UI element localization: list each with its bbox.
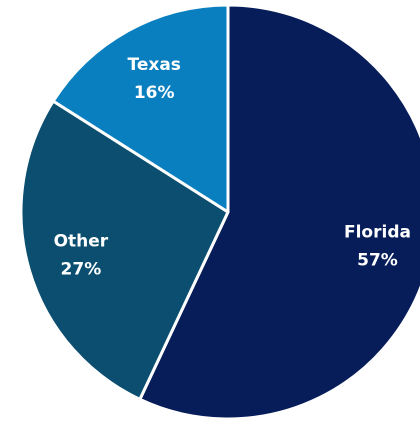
slice-value-label: 27% [61,260,102,280]
slice-value-label: 16% [134,83,175,103]
pie-slice [138,3,420,421]
slice-label: Florida [344,222,411,242]
pie-slice [19,99,230,401]
slice-label: Texas [127,55,180,75]
pie-slice [51,3,230,214]
slice-value-label: 57% [357,250,398,270]
slice-label: Other [54,232,109,252]
